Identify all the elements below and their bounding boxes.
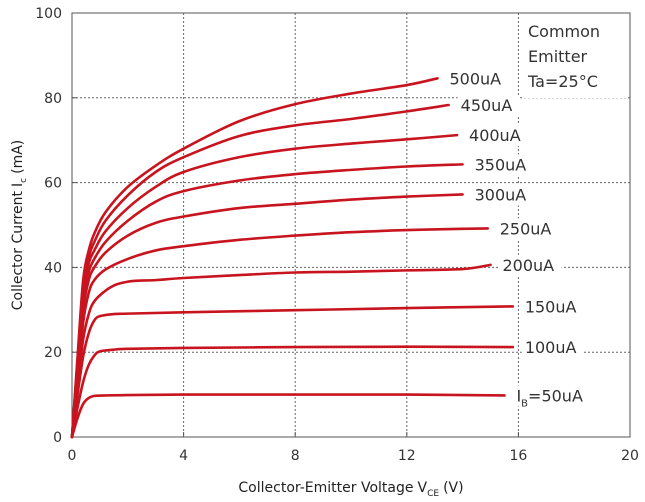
x-tick-label: 8 bbox=[291, 448, 300, 464]
curve-label-text: 450uA bbox=[461, 96, 513, 115]
x-axis-ticks: 0 4 8 12 16 20 bbox=[68, 432, 639, 464]
annotation-line-3: Ta=25°C bbox=[527, 72, 598, 91]
x-axis-label-unit: (V) bbox=[443, 480, 464, 496]
y-axis-ticks: 0 20 40 60 80 100 bbox=[35, 6, 77, 446]
x-axis-label-symbol: V bbox=[418, 480, 428, 496]
curve-series-2 bbox=[70, 305, 515, 439]
curve-series-0 bbox=[70, 393, 506, 439]
curve-label-7: 400uA bbox=[469, 126, 521, 145]
curve-label-background bbox=[446, 68, 509, 90]
y-axis-label-subscript: c bbox=[19, 178, 29, 183]
y-axis-label-unit: (mA) bbox=[10, 140, 26, 174]
annotation-line-2: Emitter bbox=[528, 47, 588, 66]
curve-label-text: 150uA bbox=[525, 297, 577, 316]
annotation-box: Common Emitter Ta=25°C bbox=[522, 16, 626, 98]
x-tick-label: 16 bbox=[509, 448, 527, 464]
curve-label-text: I bbox=[516, 386, 521, 405]
curve-label-rest: =50uA bbox=[528, 386, 583, 405]
curve-series-3 bbox=[70, 263, 492, 439]
curve-label-3: 200uA bbox=[503, 256, 555, 275]
curve-label-background bbox=[521, 296, 584, 318]
curve-label-background bbox=[471, 184, 534, 206]
curve-labels: IB=50uA 100uA 150uA 200uA 250uA 300uA 350uA 400… bbox=[446, 68, 588, 409]
curve-label-text: 500uA bbox=[449, 69, 501, 88]
curve-label-2: 150uA bbox=[525, 297, 577, 316]
x-axis-label-text: Collector-Emitter Voltage bbox=[238, 480, 413, 496]
curve-label-8: 450uA bbox=[461, 96, 513, 115]
curve-series-9 bbox=[70, 77, 439, 439]
curve-label-text: 400uA bbox=[469, 126, 521, 145]
annotation-background bbox=[522, 16, 626, 98]
x-axis-label: Collector-Emitter Voltage VCE (V) bbox=[238, 480, 463, 499]
curve-label-background bbox=[499, 254, 562, 276]
curve-label-background bbox=[466, 125, 529, 147]
curve-label-0: IB=50uA bbox=[516, 386, 583, 409]
curve-series-1 bbox=[70, 345, 515, 439]
curve-label-text: 250uA bbox=[500, 219, 552, 238]
x-tick-label: 20 bbox=[621, 448, 639, 464]
y-axis-label-symbol: I bbox=[10, 183, 26, 187]
curve-label-text: 200uA bbox=[503, 256, 555, 275]
curve-label-subscript: B bbox=[521, 398, 528, 409]
y-tick-label: 0 bbox=[53, 430, 62, 446]
curve-series-4 bbox=[70, 227, 490, 439]
x-tick-label: 0 bbox=[68, 448, 77, 464]
y-tick-label: 80 bbox=[44, 91, 62, 107]
y-tick-label: 20 bbox=[44, 345, 62, 361]
curve-label-6: 350uA bbox=[475, 155, 527, 174]
y-tick-label: 40 bbox=[44, 260, 62, 276]
curve-label-background bbox=[496, 218, 559, 240]
x-axis-label-subscript: CE bbox=[427, 489, 439, 499]
annotation-line-1: Common bbox=[528, 22, 600, 41]
curve-label-5: 300uA bbox=[475, 185, 527, 204]
plot-frame bbox=[71, 12, 631, 438]
curve-label-background bbox=[457, 95, 520, 117]
curve-label-9: 500uA bbox=[449, 69, 501, 88]
curve-label-background bbox=[521, 337, 584, 359]
curve-label-text: 300uA bbox=[475, 185, 527, 204]
curve-label-text: 350uA bbox=[475, 155, 527, 174]
curve-label-background bbox=[513, 385, 588, 407]
curve-series-7 bbox=[70, 133, 459, 439]
curve-label-4: 250uA bbox=[500, 219, 552, 238]
x-tick-label: 12 bbox=[398, 448, 416, 464]
y-axis-label-text: Collector Current bbox=[10, 190, 26, 310]
curves bbox=[70, 77, 515, 439]
y-tick-label: 100 bbox=[35, 6, 62, 22]
curve-label-1: 100uA bbox=[525, 338, 577, 357]
x-tick-label: 4 bbox=[179, 448, 188, 464]
y-axis-label: Collector Current Ic (mA) bbox=[10, 140, 29, 311]
curve-label-background bbox=[471, 154, 534, 176]
y-tick-label: 60 bbox=[44, 176, 62, 192]
curve-label-text: 100uA bbox=[525, 338, 577, 357]
